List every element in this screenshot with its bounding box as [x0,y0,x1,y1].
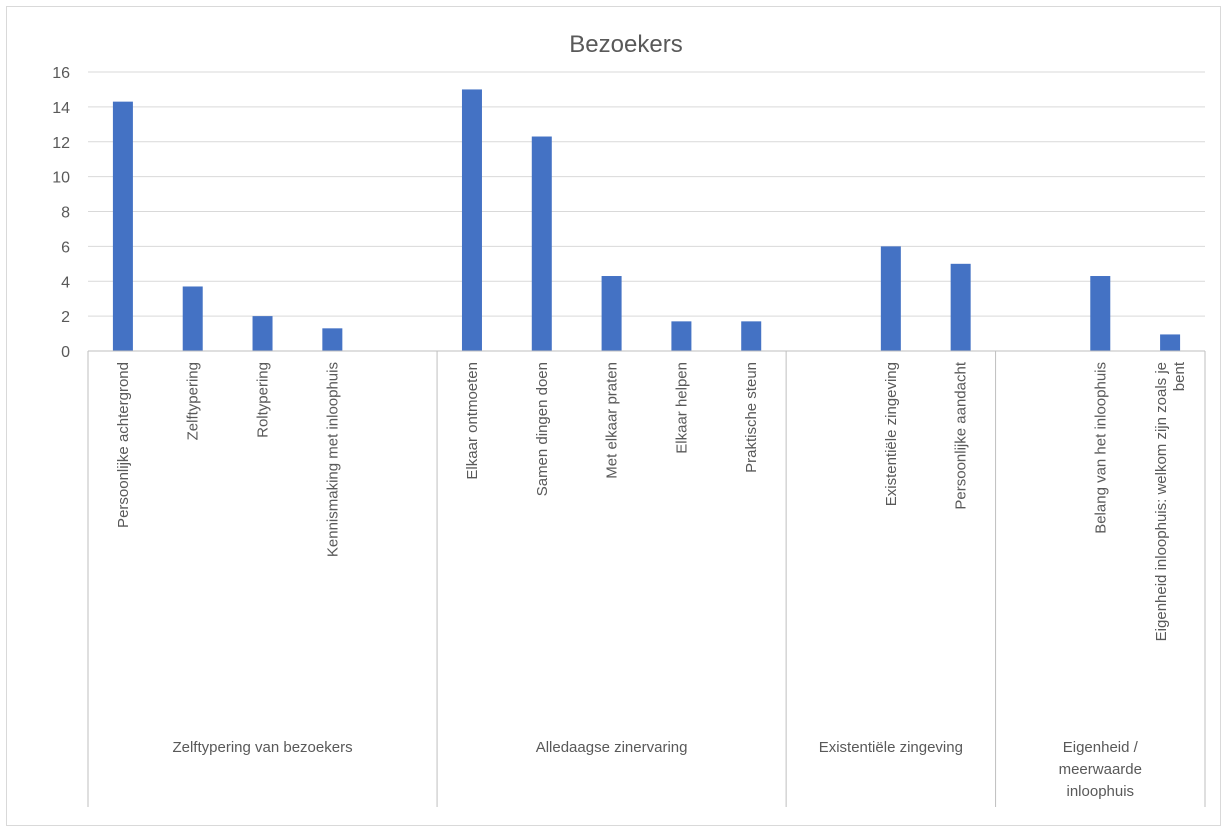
group-label: meerwaarde [1059,761,1142,778]
axes [87,350,1206,807]
y-tick-label: 8 [61,205,70,222]
category-label: Roltypering [255,362,272,438]
chart-frame [6,6,1221,826]
y-tick-label: 4 [61,274,70,291]
bar [1090,276,1111,351]
bar [531,136,552,351]
category-label: Belang van het inloophuis [1092,362,1109,534]
category-label: Persoonlijke aandacht [953,361,970,509]
bar [880,246,901,351]
category-label: Praktische steun [743,362,760,473]
group-label: Alledaagse zinervaring [536,739,688,756]
gridlines [88,71,1205,317]
category-label: Elkaar ontmoeten [464,362,481,480]
y-axis-ticks: 0 2 4 6 8 10 12 14 16 [52,65,70,361]
category-label: Elkaar helpen [673,362,690,454]
category-label: Eigenheid inloophuis: welkom zijn zoals … [1153,362,1170,641]
y-tick-label: 2 [61,309,70,326]
bar [1160,334,1181,351]
category-label: Existentiële zingeving [883,362,900,506]
y-tick-label: 0 [61,344,70,361]
y-tick-label: 10 [52,170,70,187]
bar [461,89,482,351]
group-label: Zelftypering van bezoekers [172,739,352,756]
bar [252,316,273,351]
chart-title: Bezoekers [569,31,682,58]
bar [322,328,343,351]
category-label: Samen dingen doen [534,362,551,496]
bar [950,263,971,351]
category-label: bent [1171,361,1188,391]
bars [112,89,1181,351]
group-labels: Zelftypering van bezoekers Alledaagse zin… [172,739,1141,800]
bar [741,321,762,351]
group-label: inloophuis [1067,783,1135,800]
bar-chart: Bezoekers 0 2 4 6 8 10 12 14 16 Persoonlijke ach… [52,31,1206,807]
y-tick-label: 14 [52,100,70,117]
category-label: Persoonlijke achtergrond [115,362,132,528]
category-labels: Persoonlijke achtergrond Zelftypering Rolt… [115,361,1188,641]
category-label: Kennismaking met inloophuis [324,362,341,557]
bar [112,101,133,351]
y-tick-label: 16 [52,65,70,82]
category-label: Met elkaar praten [604,362,621,479]
group-label: Eigenheid / [1063,739,1139,756]
bar [601,276,622,351]
category-label: Zelftypering [185,362,202,440]
bar [671,321,692,351]
bar [182,286,203,351]
y-tick-label: 6 [61,239,70,256]
y-tick-label: 12 [52,135,70,152]
group-label: Existentiële zingeving [819,739,963,756]
